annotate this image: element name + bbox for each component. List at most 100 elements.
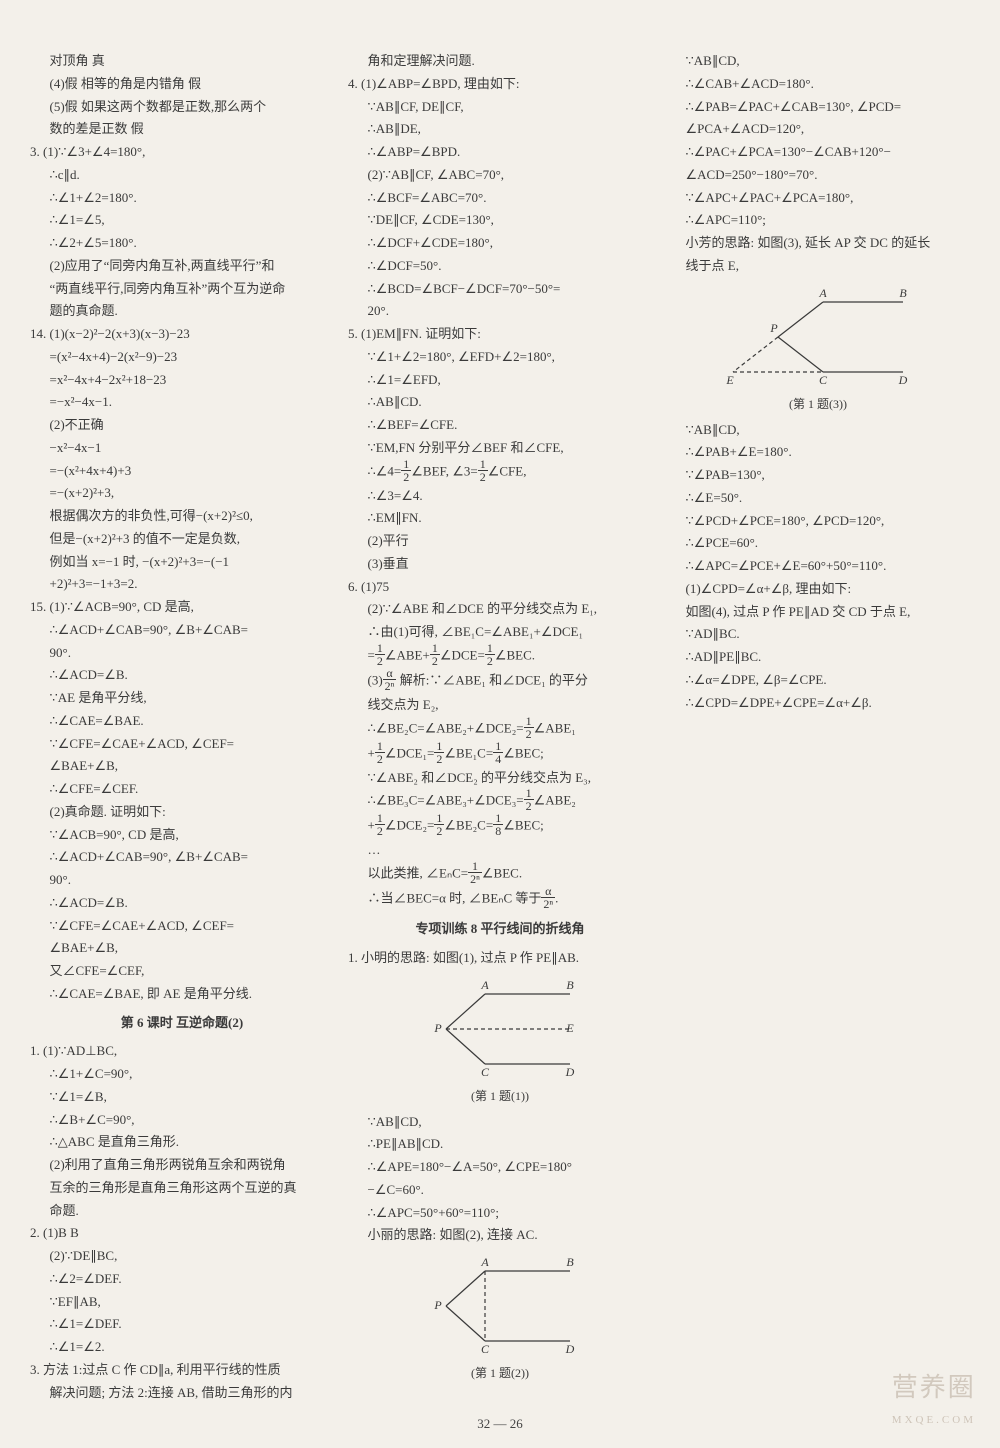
text-line: ∴∠B+∠C=90°,: [30, 1109, 334, 1132]
section-heading: 专项训练 8 平行线间的折线角: [348, 918, 652, 941]
text-line: 90°.: [30, 642, 334, 665]
svg-text:D: D: [565, 1342, 575, 1356]
text-line: (3)垂直: [348, 553, 652, 576]
text-line: +2)²+3=−1+3=2.: [30, 573, 334, 596]
text-line: ∵∠PCD+∠PCE=180°, ∠PCD=120°,: [666, 510, 970, 533]
text-line: −x²−4x−1: [30, 437, 334, 460]
text-line: ∴AB∥DE,: [348, 118, 652, 141]
text-line: (5)假 如果这两个数都是正数,那么两个: [30, 96, 334, 119]
text-line: ∵∠1=∠B,: [30, 1086, 334, 1109]
text-line: 命题.: [30, 1200, 334, 1223]
text-line: ∵EF∥AB,: [30, 1291, 334, 1314]
text-line: ∴∠1=∠5,: [30, 209, 334, 232]
text-line: ∴EM∥FN.: [348, 507, 652, 530]
text-line: ∴∠CAE=∠BAE.: [30, 710, 334, 733]
text-line: ∴PE∥AB∥CD.: [348, 1133, 652, 1156]
text-line: ∴∠APE=180°−∠A=50°, ∠CPE=180°: [348, 1156, 652, 1179]
text-line: ∴∠PAB=∠PAC+∠CAB=130°, ∠PCD=: [666, 96, 970, 119]
text-line: ∴∠α=∠DPE, ∠β=∠CPE.: [666, 669, 970, 692]
text-line: 解决问题; 方法 2:连接 AB, 借助三角形的内: [30, 1382, 334, 1405]
text-line: ∵DE∥CF, ∠CDE=130°,: [348, 209, 652, 232]
text-line: ∴∠E=50°.: [666, 487, 970, 510]
text-line: 角和定理解决问题.: [348, 50, 652, 73]
text-line: ∴∠DCF+∠CDE=180°,: [348, 232, 652, 255]
text-line: ∴AD∥PE∥BC.: [666, 646, 970, 669]
text-line: ∴∠ACD=∠B.: [30, 664, 334, 687]
text-line: ∴∠1=∠EFD,: [348, 369, 652, 392]
text-line: 数的差是正数 假: [30, 118, 334, 141]
text-line: ∴∠APC=110°;: [666, 209, 970, 232]
text-line: 线交点为 E₂,: [348, 694, 652, 717]
text-line: ∴∠ACD=∠B.: [30, 892, 334, 915]
text-line: +12∠DCE₂=12∠BE₂C=18∠BEC;: [348, 814, 652, 839]
text-line: 6. (1)75: [348, 576, 652, 599]
text-line: ∵∠CFE=∠CAE+∠ACD, ∠CEF=: [30, 915, 334, 938]
text-line: ∵∠PAB=130°,: [666, 464, 970, 487]
svg-text:C: C: [481, 1342, 490, 1356]
text-line: ∠BAE+∠B,: [30, 937, 334, 960]
text-line: ∠PCA+∠ACD=120°,: [666, 118, 970, 141]
text-line: ∴∠1+∠2=180°.: [30, 187, 334, 210]
page-number: 32 — 26: [0, 1413, 1000, 1436]
text-line: ∴△ABC 是直角三角形.: [30, 1131, 334, 1154]
text-line: −∠C=60°.: [348, 1179, 652, 1202]
text-line: (2)∵∠ABE 和∠DCE 的平分线交点为 E₁,: [348, 598, 652, 621]
text-line: ∴由(1)可得, ∠BE₁C=∠ABE₁+∠DCE₁: [348, 621, 652, 644]
text-line: ∴∠2=∠DEF.: [30, 1268, 334, 1291]
text-line: ∴∠1+∠C=90°,: [30, 1063, 334, 1086]
text-line: ∴∠CFE=∠CEF.: [30, 778, 334, 801]
text-line: (1)∠CPD=∠α+∠β, 理由如下:: [666, 578, 970, 601]
text-line: 对顶角 真: [30, 50, 334, 73]
text-line: 2. (1)B B: [30, 1222, 334, 1245]
svg-text:E: E: [565, 1021, 574, 1035]
svg-text:D: D: [898, 373, 908, 387]
text-line: ∴∠APC=∠PCE+∠E=60°+50°=110°.: [666, 555, 970, 578]
text-line: ∴∠CAB+∠ACD=180°.: [666, 73, 970, 96]
text-line: ∵AB∥CD,: [348, 1111, 652, 1134]
text-line: ∵∠1+∠2=180°, ∠EFD+∠2=180°,: [348, 346, 652, 369]
text-line: 90°.: [30, 869, 334, 892]
svg-text:A: A: [818, 286, 827, 300]
figure-caption: (第 1 题(3)): [666, 394, 970, 415]
text-line: 但是−(x+2)²+3 的值不一定是负数,: [30, 528, 334, 551]
text-line: 小芳的思路: 如图(3), 延长 AP 交 DC 的延长: [666, 232, 970, 255]
text-line: ∵∠APC+∠PAC+∠PCA=180°,: [666, 187, 970, 210]
text-line: ∴当∠BEC=α 时, ∠BEₙC 等于α2ⁿ.: [348, 887, 652, 912]
text-line: ∴∠ACD+∠CAB=90°, ∠B+∠CAB=: [30, 619, 334, 642]
text-line: ∴∠CAE=∠BAE, 即 AE 是角平分线.: [30, 983, 334, 1006]
text-line: =(x²−4x+4)−2(x²−9)−23: [30, 346, 334, 369]
text-line: ∵∠ABE₂ 和∠DCE₂ 的平分线交点为 E₃,: [348, 767, 652, 790]
svg-text:A: A: [480, 1255, 489, 1269]
text-line: 1. (1)∵AD⊥BC,: [30, 1040, 334, 1063]
text-line: ∠ACD=250°−180°=70°.: [666, 164, 970, 187]
text-line: 小丽的思路: 如图(2), 连接 AC.: [348, 1224, 652, 1247]
text-line: ∴∠BCF=∠ABC=70°.: [348, 187, 652, 210]
text-line: ∴∠2+∠5=180°.: [30, 232, 334, 255]
text-line: +12∠DCE₁=12∠BE₁C=14∠BEC;: [348, 742, 652, 767]
svg-text:B: B: [566, 1255, 574, 1269]
text-line: (2)应用了“同旁内角互补,两直线平行”和: [30, 255, 334, 278]
text-line: ∴AB∥CD.: [348, 391, 652, 414]
text-line: ∴∠ABP=∠BPD.: [348, 141, 652, 164]
text-line: ∵AB∥CD,: [666, 419, 970, 442]
figure-1: ABPECD(第 1 题(1)): [348, 974, 652, 1107]
text-line: 根据偶次方的非负性,可得−(x+2)²≤0,: [30, 505, 334, 528]
text-line: =12∠ABE+12∠DCE=12∠BEC.: [348, 644, 652, 669]
text-line: ∴∠1=∠2.: [30, 1336, 334, 1359]
text-line: (2)不正确: [30, 414, 334, 437]
text-line: 5. (1)EM∥FN. 证明如下:: [348, 323, 652, 346]
svg-text:P: P: [433, 1298, 442, 1312]
text-line: 又∠CFE=∠CEF,: [30, 960, 334, 983]
svg-text:C: C: [819, 373, 828, 387]
text-line: ∴∠DCF=50°.: [348, 255, 652, 278]
text-line: 题的真命题.: [30, 300, 334, 323]
text-line: ∴∠BE₂C=∠ABE₂+∠DCE₂=12∠ABE₁: [348, 717, 652, 742]
text-line: ∴c∥d.: [30, 164, 334, 187]
text-line: “两直线平行,同旁内角互补”两个互为逆命: [30, 278, 334, 301]
text-line: (2)平行: [348, 530, 652, 553]
text-line: ∴∠4=12∠BEF, ∠3=12∠CFE,: [348, 460, 652, 485]
text-line: 14. (1)(x−2)²−2(x+3)(x−3)−23: [30, 323, 334, 346]
watermark-text: 营养圈: [892, 1373, 976, 1402]
text-line: (4)假 相等的角是内错角 假: [30, 73, 334, 96]
text-line: ∴∠APC=50°+60°=110°;: [348, 1202, 652, 1225]
